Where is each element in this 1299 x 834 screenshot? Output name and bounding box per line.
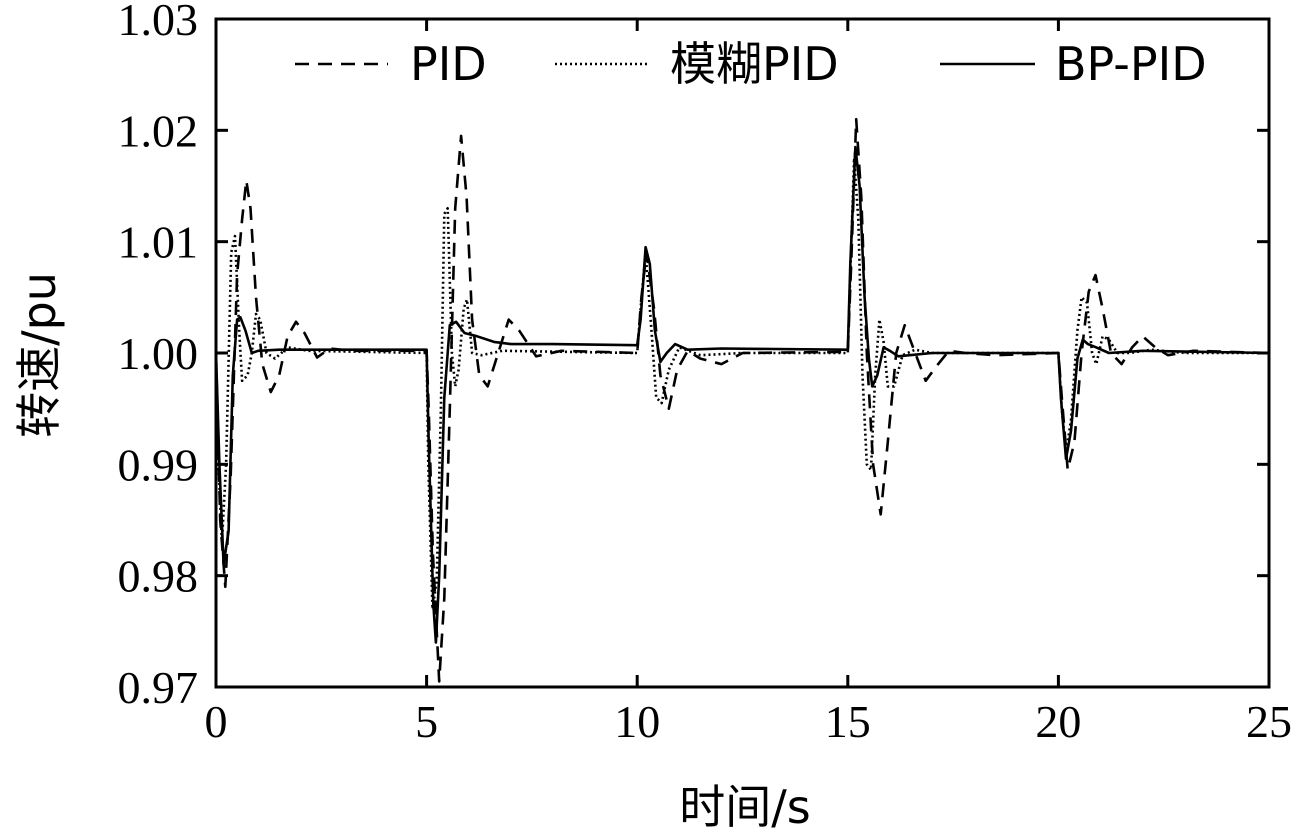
legend-label-3: BP-PID <box>1055 37 1207 91</box>
legend: PID 模糊PID BP-PID <box>295 37 1207 91</box>
series-line-2 <box>214 156 1269 611</box>
y-tick-label: 0.98 <box>118 551 199 602</box>
x-tick-label: 25 <box>1246 696 1292 747</box>
y-tick-label: 1.03 <box>118 0 199 45</box>
x-tick-label: 20 <box>1035 696 1081 747</box>
series-layer <box>214 117 1270 683</box>
ticks-layer <box>214 17 1271 689</box>
y-tick-label: 1.00 <box>118 328 199 379</box>
x-tick-label: 5 <box>415 696 438 747</box>
tick-labels: 0 5 10 15 20 25 0.97 0.98 0.99 1.00 1.01 1.02 1.03 <box>118 0 1293 747</box>
x-tick-label: 10 <box>614 696 660 747</box>
series-line-3 <box>214 145 1270 644</box>
legend-label-2: 模糊PID <box>670 37 839 91</box>
y-axis-title: 转速/pu <box>12 272 66 438</box>
y-tick-label: 1.02 <box>118 105 199 156</box>
x-tick-label: 15 <box>825 696 871 747</box>
x-tick-label: 0 <box>205 696 228 747</box>
y-tick-label: 1.01 <box>118 217 199 268</box>
legend-label-1: PID <box>410 37 487 91</box>
series-line-1 <box>214 117 1270 683</box>
y-tick-label: 0.99 <box>118 439 199 490</box>
x-axis-title: 时间/s <box>679 780 810 834</box>
y-tick-label: 0.97 <box>118 662 199 713</box>
